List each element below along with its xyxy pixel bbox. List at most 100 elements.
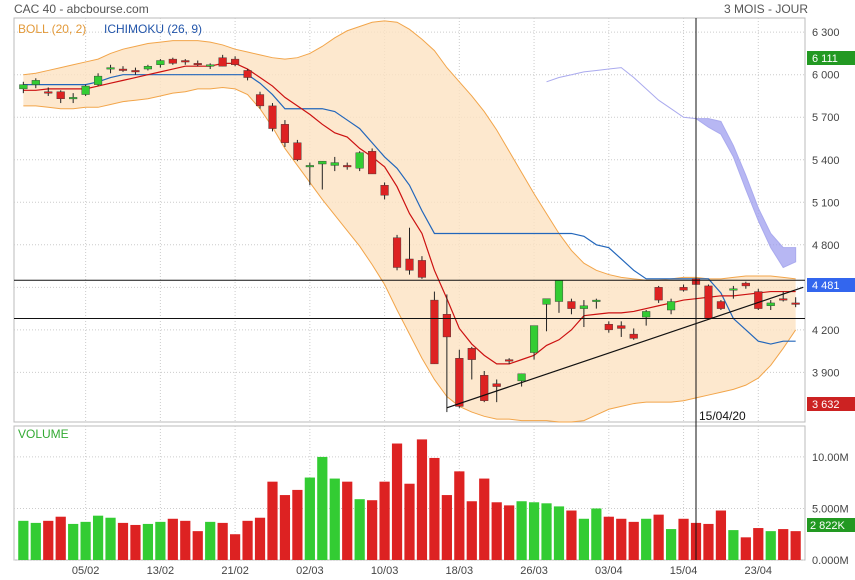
volume-bar[interactable] [354, 499, 365, 560]
volume-bar[interactable] [304, 477, 315, 560]
volume-bar[interactable] [205, 521, 216, 560]
candle[interactable] [430, 291, 439, 365]
volume-bar[interactable] [142, 523, 154, 560]
volume-bar[interactable] [715, 510, 727, 560]
volume-bar[interactable] [778, 529, 789, 560]
volume-bar[interactable] [416, 439, 428, 560]
volume-bar[interactable] [491, 502, 502, 560]
volume-bar[interactable] [441, 495, 452, 560]
volume-bar[interactable] [516, 501, 527, 560]
candle[interactable] [791, 297, 800, 308]
volume-bar[interactable] [765, 531, 776, 560]
candle[interactable] [530, 325, 539, 360]
candle[interactable] [94, 73, 103, 87]
volume-bar[interactable] [254, 517, 266, 560]
candle[interactable] [280, 120, 289, 147]
volume-bar[interactable] [466, 501, 477, 560]
candle[interactable] [505, 358, 514, 364]
volume-bar[interactable] [379, 481, 390, 560]
volume-bar[interactable] [753, 528, 764, 560]
candle[interactable] [118, 66, 128, 72]
candle[interactable] [779, 291, 788, 302]
candle[interactable] [368, 148, 377, 175]
candle[interactable] [654, 285, 663, 303]
candle[interactable] [667, 298, 676, 315]
candle[interactable] [218, 54, 227, 67]
volume-bar[interactable] [267, 481, 278, 560]
volume-bar[interactable] [665, 529, 677, 560]
candle[interactable] [455, 349, 464, 408]
volume-bar[interactable] [68, 523, 79, 560]
volume-bar[interactable] [92, 515, 104, 560]
candle[interactable] [592, 298, 601, 309]
candle[interactable] [343, 162, 352, 170]
volume-bar[interactable] [504, 505, 515, 560]
candle[interactable] [193, 60, 202, 67]
volume-bar[interactable] [578, 518, 590, 560]
volume-bar[interactable] [703, 523, 714, 560]
volume-bar[interactable] [740, 537, 751, 560]
volume-bar[interactable] [229, 534, 241, 560]
volume-bar[interactable] [628, 521, 639, 560]
candle[interactable] [81, 84, 90, 96]
volume-bar[interactable] [404, 483, 415, 560]
candle[interactable] [355, 151, 364, 172]
candle[interactable] [604, 321, 613, 333]
volume-bar[interactable] [80, 521, 91, 560]
candlesticks[interactable] [19, 54, 800, 413]
volume-bar[interactable] [790, 531, 801, 560]
volume-bar[interactable] [391, 443, 403, 560]
volume-bar[interactable] [242, 520, 253, 560]
candle[interactable] [380, 182, 389, 200]
candle[interactable] [716, 300, 725, 311]
volume-bar[interactable] [155, 521, 166, 560]
candle[interactable] [579, 300, 588, 328]
candle[interactable] [617, 321, 626, 337]
candle[interactable] [168, 57, 177, 65]
volume-bar[interactable] [603, 516, 614, 560]
volume-bar[interactable] [678, 518, 689, 560]
volume-bar[interactable] [528, 502, 540, 560]
candle[interactable] [106, 64, 115, 74]
candle[interactable] [44, 87, 53, 96]
candle[interactable] [766, 300, 775, 311]
candle[interactable] [729, 285, 738, 299]
candle[interactable] [255, 91, 265, 109]
volume-bar[interactable] [479, 478, 490, 560]
volume-bar[interactable] [553, 506, 565, 560]
candle[interactable] [480, 370, 489, 403]
volume-bar[interactable] [30, 522, 41, 560]
candle[interactable] [679, 284, 688, 292]
candle[interactable] [268, 103, 277, 132]
candle[interactable] [704, 284, 713, 319]
volume-bar[interactable] [292, 489, 303, 560]
candle[interactable] [405, 227, 414, 275]
volume-bar[interactable] [43, 520, 54, 560]
candle[interactable] [741, 281, 750, 289]
candle[interactable] [131, 67, 140, 75]
volume-bar[interactable] [342, 481, 353, 560]
candle[interactable] [206, 63, 215, 70]
volume-bar[interactable] [317, 456, 328, 560]
candle[interactable] [156, 59, 165, 68]
candle[interactable] [56, 90, 65, 104]
volume-bar[interactable] [105, 517, 116, 560]
candle[interactable] [442, 294, 451, 413]
volume-bar[interactable] [279, 495, 291, 560]
candle[interactable] [642, 310, 651, 326]
volume-bar[interactable] [329, 478, 340, 560]
volume-bar[interactable] [55, 516, 66, 560]
volume-bars[interactable] [18, 439, 801, 560]
candle[interactable] [31, 78, 40, 89]
candle[interactable] [19, 81, 28, 94]
candle[interactable] [467, 346, 476, 380]
volume-bar[interactable] [367, 500, 378, 560]
volume-bar[interactable] [18, 520, 29, 560]
candle[interactable] [69, 93, 78, 104]
volume-bar[interactable] [566, 510, 577, 560]
candle[interactable] [417, 256, 427, 279]
candle[interactable] [330, 156, 339, 172]
volume-bar[interactable] [180, 520, 191, 560]
candle[interactable] [392, 234, 402, 271]
